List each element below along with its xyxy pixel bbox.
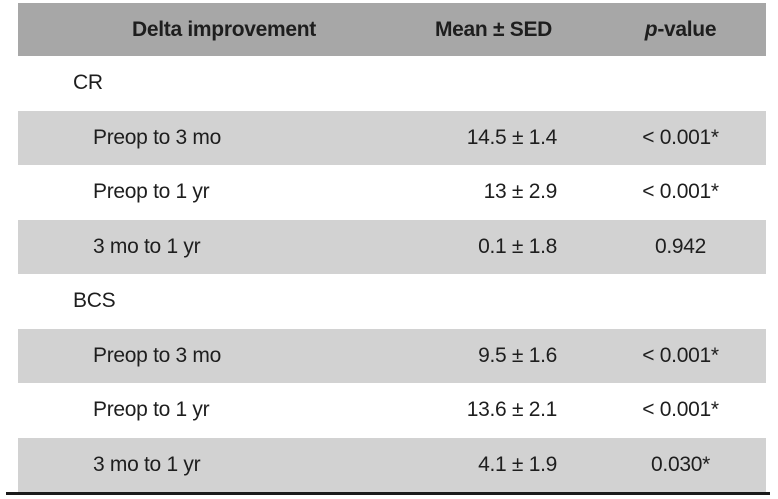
table-header-row: Delta improvement Mean ± SED p-value <box>18 3 766 56</box>
section-row-cr: CR <box>18 56 766 111</box>
row-mean-sed: 13.6 ± 2.1 <box>466 398 558 422</box>
row-label: Preop to 3 mo <box>93 125 222 149</box>
row-mean-sed: 0.1 ± 1.8 <box>478 234 557 258</box>
row-label: Preop to 3 mo <box>93 343 222 367</box>
row-p-value: < 0.001* <box>642 398 719 422</box>
row-p-value: < 0.001* <box>642 343 719 367</box>
row-p-value: 0.030* <box>651 452 710 476</box>
row-label: Preop to 1 yr <box>93 180 210 204</box>
row-p-value: < 0.001* <box>642 125 719 149</box>
row-mean-sed: 14.5 ± 1.4 <box>466 125 558 149</box>
delta-improvement-table: Delta improvement Mean ± SED p-value CR … <box>18 3 766 492</box>
section-label: CR <box>73 71 103 95</box>
header-mean-sed: Mean ± SED <box>434 17 553 41</box>
table-row: 3 mo to 1 yr 4.1 ± 1.9 0.030* <box>18 437 766 492</box>
header-p-italic: p <box>644 17 658 41</box>
table-row: Preop to 3 mo 9.5 ± 1.6 < 0.001* <box>18 328 766 383</box>
row-label: 3 mo to 1 yr <box>93 234 201 258</box>
header-p-rest: -value <box>657 17 717 41</box>
row-label: Preop to 1 yr <box>93 398 210 422</box>
row-p-value: 0.942 <box>654 234 707 258</box>
table-row: Preop to 3 mo 14.5 ± 1.4 < 0.001* <box>18 110 766 165</box>
header-p-value: p-value <box>557 18 766 42</box>
table-row: Preop to 1 yr 13 ± 2.9 < 0.001* <box>18 165 766 220</box>
row-mean-sed: 9.5 ± 1.6 <box>478 343 557 367</box>
header-delta-improvement: Delta improvement <box>132 17 316 41</box>
row-mean-sed: 4.1 ± 1.9 <box>478 452 557 476</box>
row-p-value: < 0.001* <box>642 180 719 204</box>
section-label: BCS <box>73 289 116 313</box>
table-row: Preop to 1 yr 13.6 ± 2.1 < 0.001* <box>18 383 766 438</box>
section-row-bcs: BCS <box>18 274 766 329</box>
table-bottom-rule <box>6 492 770 495</box>
row-label: 3 mo to 1 yr <box>93 452 201 476</box>
table-row: 3 mo to 1 yr 0.1 ± 1.8 0.942 <box>18 219 766 274</box>
row-mean-sed: 13 ± 2.9 <box>483 180 558 204</box>
